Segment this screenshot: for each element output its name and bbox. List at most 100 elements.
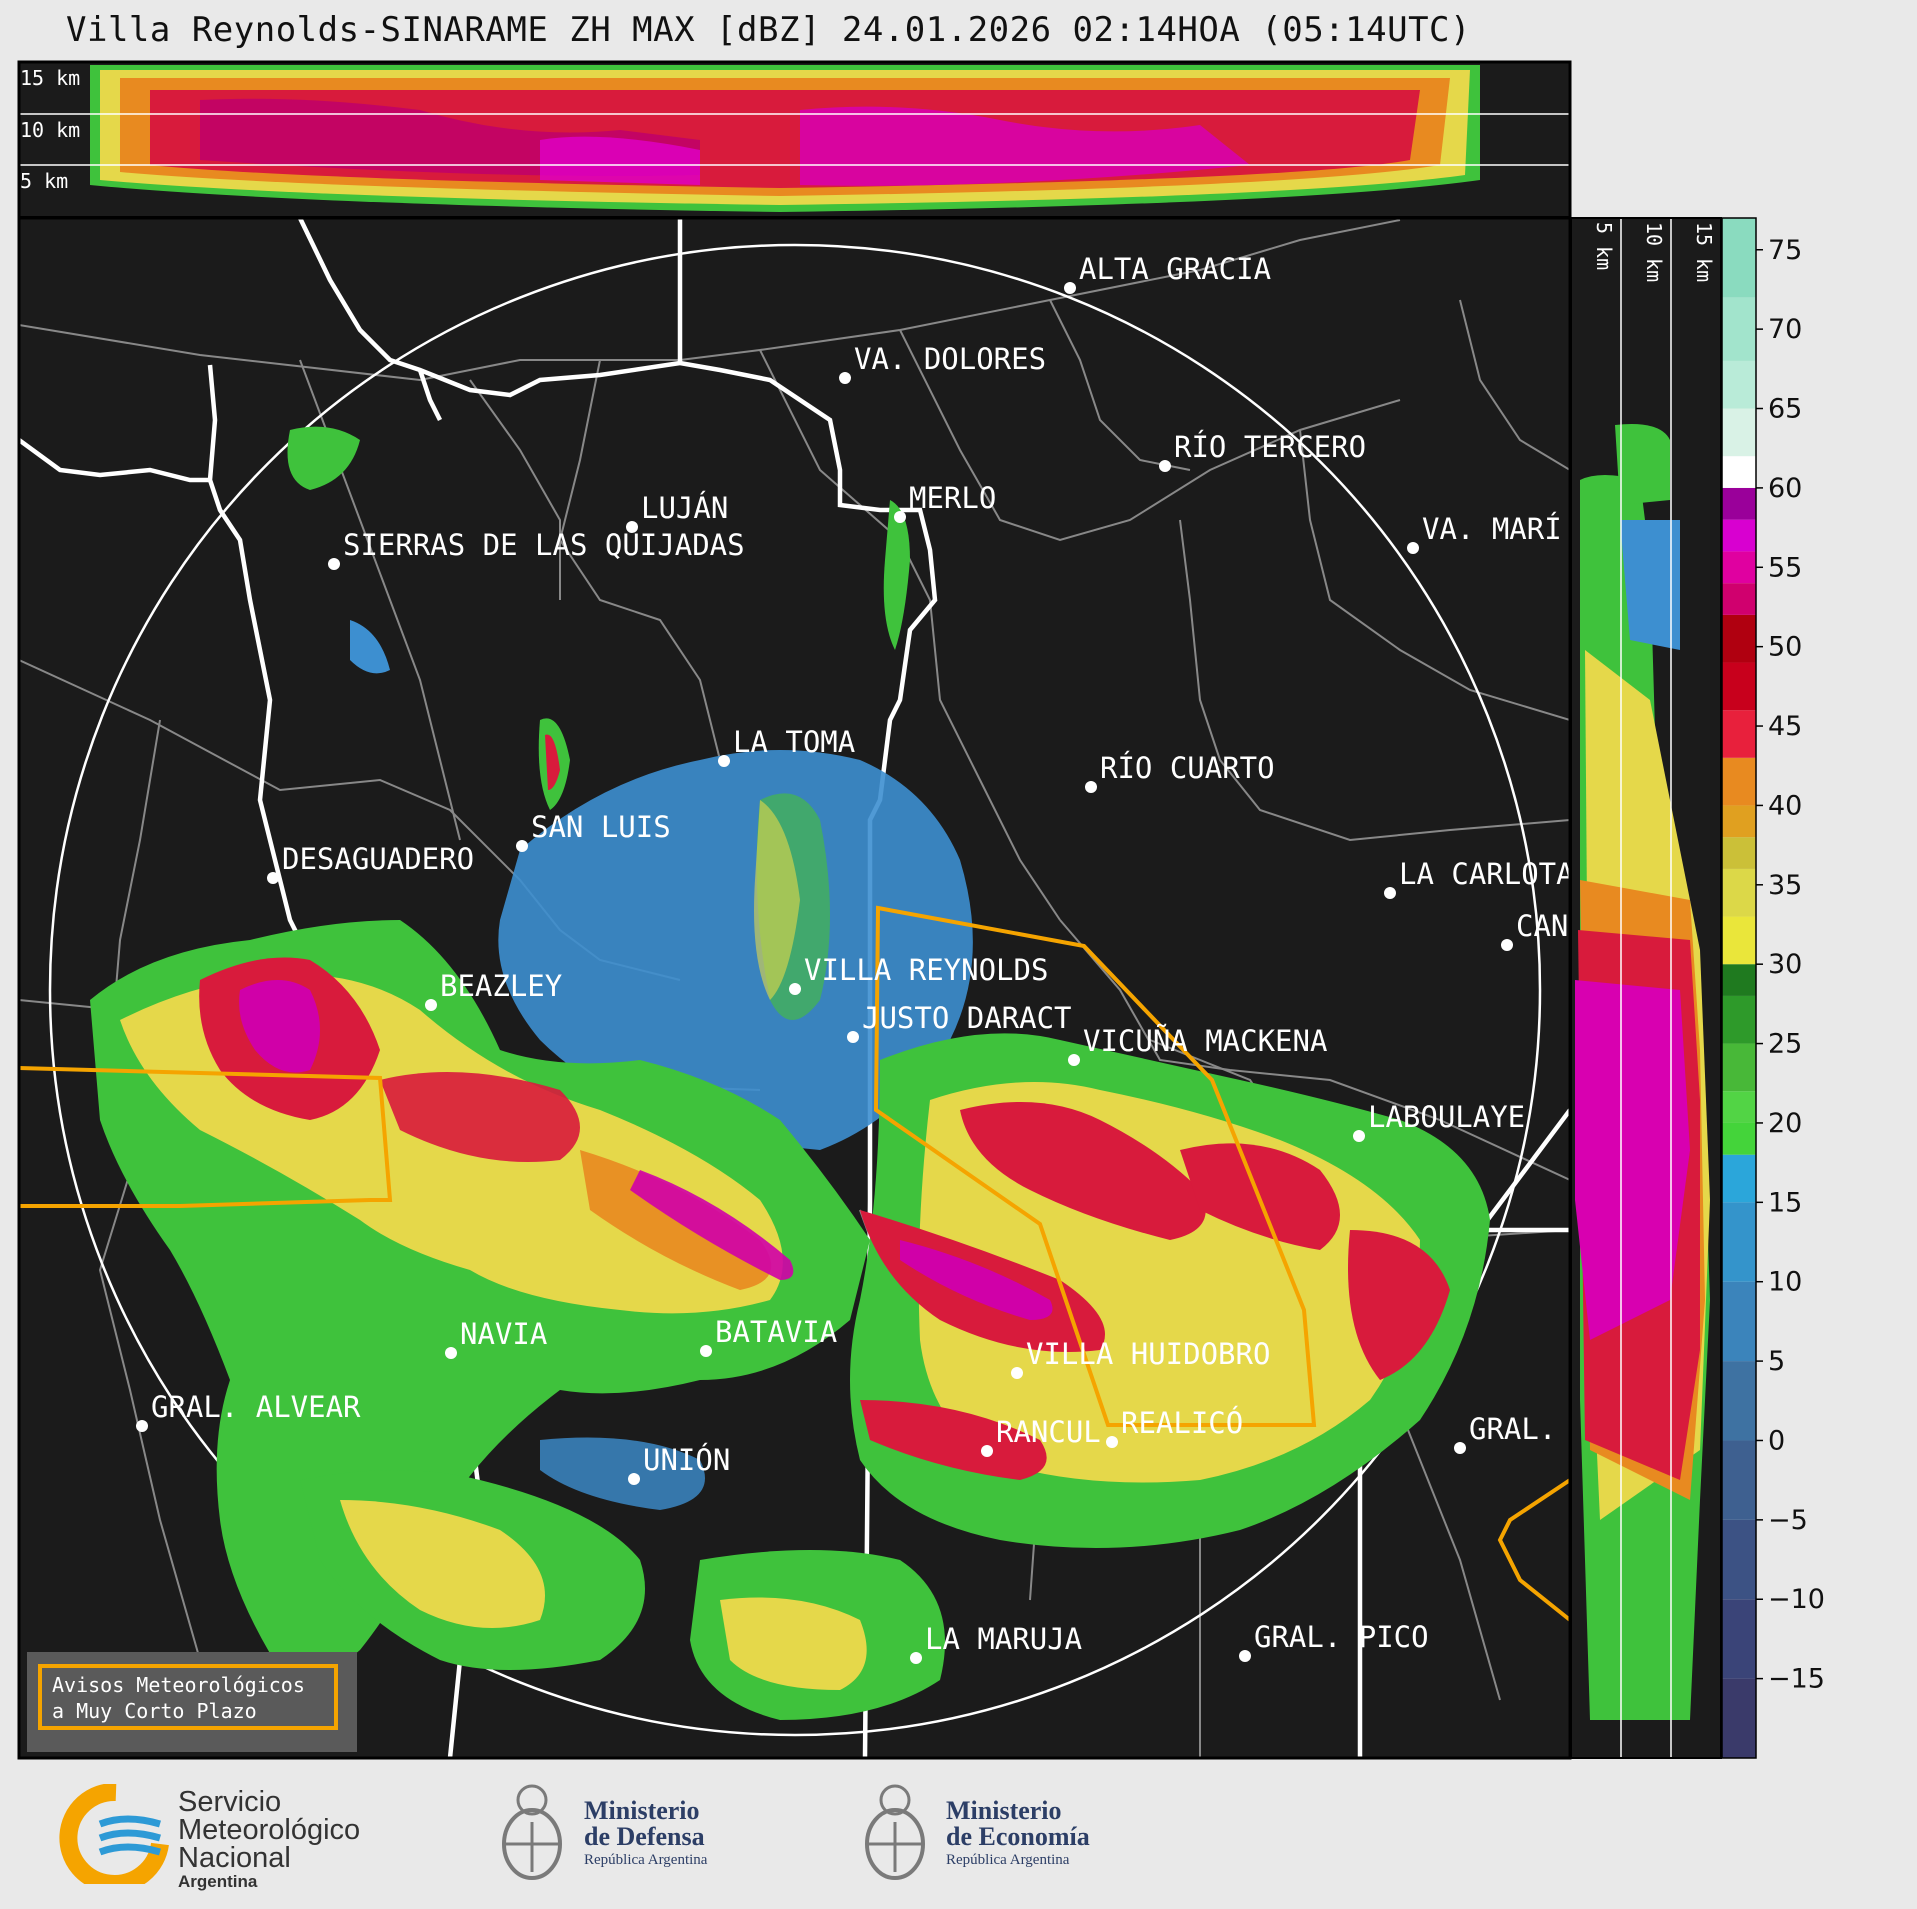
color-scale-tick-label: 75 <box>1768 235 1802 266</box>
place-label: LUJÁN <box>641 491 728 525</box>
warning-line-2: a Muy Corto Plazo <box>52 1699 257 1723</box>
place-dot <box>1159 460 1171 472</box>
color-band <box>1722 1599 1756 1679</box>
place-dot <box>839 372 851 384</box>
place-dot <box>1011 1367 1023 1379</box>
argentina-coat-of-arms-icon <box>865 1784 925 1880</box>
footer-logos: Servicio Meteorológico Nacional Argentin… <box>0 1760 1917 1909</box>
warning-legend-box: Avisos Meteorológicos a Muy Corto Plazo <box>27 1652 357 1752</box>
place-dot <box>1384 887 1396 899</box>
place-dot <box>1501 939 1513 951</box>
color-scale-tick-label: 70 <box>1768 314 1802 345</box>
color-band <box>1722 1043 1756 1092</box>
top-label-15km: 15 km <box>20 66 80 90</box>
place-label: GRAL. ALVEAR <box>151 1390 361 1424</box>
color-band <box>1722 551 1756 584</box>
color-band <box>1722 710 1756 758</box>
place-label: VILLA REYNOLDS <box>804 953 1048 987</box>
top-label-10km: 10 km <box>20 118 80 142</box>
warning-line-1: Avisos Meteorológicos <box>52 1673 305 1697</box>
color-band <box>1722 583 1756 615</box>
place-label: SIERRAS DE LAS QUIJADAS <box>343 528 745 562</box>
color-scale-tick-label: 60 <box>1768 473 1802 504</box>
place-dot <box>1407 542 1419 554</box>
color-band <box>1722 1122 1756 1155</box>
place-label: VICUÑA MACKENA <box>1083 1024 1327 1058</box>
place-label: RANCUL <box>996 1415 1101 1449</box>
place-label: VILLA HUIDOBRO <box>1026 1337 1270 1371</box>
color-band <box>1722 614 1756 663</box>
color-band <box>1722 1678 1756 1758</box>
smn-logo-icon <box>59 1784 169 1884</box>
place-dot <box>718 755 730 767</box>
color-band <box>1722 218 1756 298</box>
side-label-15km: 15 km <box>1692 222 1716 282</box>
main-map-panel: ALTA GRACIA VA. DOLORES RÍO TERCERO LUJÁN ME… <box>19 218 1574 1758</box>
color-scale-tick-label: 0 <box>1768 1425 1785 1456</box>
top-cross-section: 15 km 10 km 5 km <box>18 61 1571 218</box>
color-scale-tick-label: 50 <box>1768 632 1802 663</box>
place-label: ALTA GRACIA <box>1079 252 1271 286</box>
place-label: DESAGUADERO <box>282 842 474 876</box>
place-label: BATAVIA <box>715 1315 837 1349</box>
color-band <box>1722 1281 1756 1362</box>
place-label: RÍO TERCERO <box>1174 430 1366 464</box>
color-band <box>1722 837 1756 869</box>
color-scale-tick-label: −15 <box>1768 1664 1825 1695</box>
color-scale-tick-label: 5 <box>1768 1346 1785 1377</box>
color-band <box>1722 1202 1756 1282</box>
color-band <box>1722 1440 1756 1520</box>
place-dot <box>1106 1436 1118 1448</box>
color-band <box>1722 916 1756 965</box>
place-dot <box>628 1473 640 1485</box>
color-band <box>1722 487 1756 520</box>
color-scale-tick-label: 20 <box>1768 1108 1802 1139</box>
color-band <box>1722 662 1756 711</box>
side-cross-section: 5 km 10 km 15 km <box>1570 217 1722 1759</box>
place-label: VA. DOLORES <box>854 342 1046 376</box>
side-label-5km: 5 km <box>1592 222 1616 270</box>
place-label: LA TOMA <box>733 725 855 759</box>
color-scale-tick-label: −10 <box>1768 1584 1825 1615</box>
place-label: UNIÓN <box>643 1443 730 1477</box>
place-label: NAVIA <box>460 1317 547 1351</box>
color-band <box>1722 408 1756 457</box>
smn-line-3: Nacional <box>178 1842 291 1874</box>
place-label: SAN LUIS <box>531 810 671 844</box>
warning-legend-text: Avisos Meteorológicos a Muy Corto Plazo <box>38 1664 338 1730</box>
color-scale-border <box>1721 217 1757 1759</box>
place-dot <box>1239 1650 1251 1662</box>
color-scale-tick-label: 35 <box>1768 870 1802 901</box>
color-band <box>1722 868 1756 917</box>
warning-polygons <box>19 905 1570 1622</box>
color-band <box>1722 297 1756 361</box>
color-scale-tick-label: 25 <box>1768 1029 1802 1060</box>
place-dot <box>626 521 638 533</box>
place-label: LABOULAYE <box>1368 1100 1525 1134</box>
place-label: MERLO <box>909 481 996 515</box>
place-label: BEAZLEY <box>440 969 562 1003</box>
place-dot <box>894 511 906 523</box>
color-band <box>1722 1154 1756 1203</box>
defensa-line-3: República Argentina <box>584 1852 708 1868</box>
place-dot <box>267 872 279 884</box>
place-label: CAN <box>1516 909 1568 943</box>
defensa-line-1: Ministerio <box>584 1796 700 1825</box>
place-dot <box>425 999 437 1011</box>
color-scale-tick-label: 30 <box>1768 949 1802 980</box>
radar-echoes <box>90 426 1490 1720</box>
color-scale-tick-label: 65 <box>1768 394 1802 425</box>
color-band <box>1722 1091 1756 1123</box>
place-label: REALICÓ <box>1121 1406 1243 1440</box>
color-scale-tick-label: 10 <box>1768 1267 1802 1298</box>
defensa-line-2: de Defensa <box>584 1822 705 1851</box>
place-dot <box>1085 781 1097 793</box>
color-band <box>1722 805 1756 838</box>
color-scale-bar <box>1721 217 1757 1759</box>
place-label: LA CARLOTA <box>1399 857 1574 891</box>
color-band <box>1722 519 1756 552</box>
place-dot <box>328 558 340 570</box>
color-scale-tick-label: 45 <box>1768 711 1802 742</box>
